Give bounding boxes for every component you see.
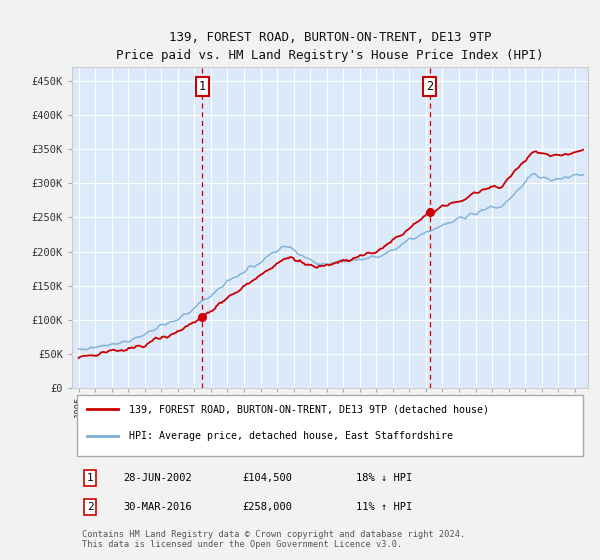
Text: Contains HM Land Registry data © Crown copyright and database right 2024.: Contains HM Land Registry data © Crown c… (82, 530, 466, 539)
Text: 18% ↓ HPI: 18% ↓ HPI (356, 473, 412, 483)
Text: 1: 1 (199, 80, 206, 93)
Text: £104,500: £104,500 (242, 473, 292, 483)
Text: This data is licensed under the Open Government Licence v3.0.: This data is licensed under the Open Gov… (82, 540, 403, 549)
Text: 2: 2 (427, 80, 433, 93)
Text: 2: 2 (86, 502, 94, 512)
Text: 30-MAR-2016: 30-MAR-2016 (124, 502, 193, 512)
Title: 139, FOREST ROAD, BURTON-ON-TRENT, DE13 9TP
Price paid vs. HM Land Registry's Ho: 139, FOREST ROAD, BURTON-ON-TRENT, DE13 … (116, 31, 544, 62)
Text: 11% ↑ HPI: 11% ↑ HPI (356, 502, 412, 512)
Text: 28-JUN-2002: 28-JUN-2002 (124, 473, 193, 483)
Text: 139, FOREST ROAD, BURTON-ON-TRENT, DE13 9TP (detached house): 139, FOREST ROAD, BURTON-ON-TRENT, DE13 … (129, 404, 489, 414)
FancyBboxPatch shape (77, 395, 583, 456)
Text: £258,000: £258,000 (242, 502, 292, 512)
Text: 1: 1 (86, 473, 94, 483)
Text: HPI: Average price, detached house, East Staffordshire: HPI: Average price, detached house, East… (129, 431, 453, 441)
